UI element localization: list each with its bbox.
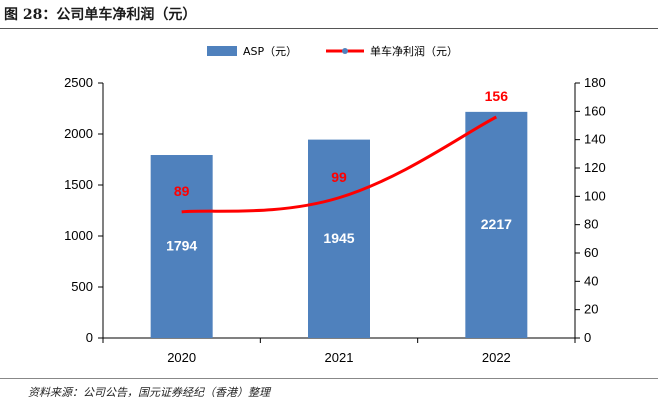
line-value-label: 156 xyxy=(485,88,509,104)
data-labels: 1794 1945 2217 89 99 156 xyxy=(166,88,512,254)
figure-title: 图 28：公司单车净利润（元） xyxy=(4,7,197,23)
y-left-tick-label: 0 xyxy=(86,330,93,345)
title-divider xyxy=(0,28,658,29)
y-right-tick-label: 120 xyxy=(584,160,606,175)
y-right-tick-label: 100 xyxy=(584,188,606,203)
legend-line-label: 单车净利润（元） xyxy=(370,44,458,58)
legend-bar-swatch xyxy=(207,46,237,56)
y-right-tick-label: 140 xyxy=(584,132,606,147)
legend-bar-label: ASP（元） xyxy=(243,45,297,58)
x-tick-label: 2022 xyxy=(482,350,511,365)
y-right-tick-label: 80 xyxy=(584,217,598,232)
x-tick-label: 2021 xyxy=(325,350,354,365)
y-left-tick-label: 1500 xyxy=(64,177,93,192)
y-left-tick-label: 2000 xyxy=(64,126,93,141)
y-right-tick-label: 0 xyxy=(584,330,591,345)
axes: 0 500 1000 1500 2000 2500 0 20 40 60 80 100 120 140 16… xyxy=(64,75,606,365)
y-right-tick-label: 40 xyxy=(584,273,598,288)
legend: ASP（元） 单车净利润（元） xyxy=(207,44,458,58)
bar xyxy=(465,111,528,338)
line-value-label: 99 xyxy=(331,169,347,185)
bar-value-label: 2217 xyxy=(481,216,512,232)
y-left-tick-label: 1000 xyxy=(64,228,93,243)
source-note: 资料来源：公司公告，国元证券经纪（香港）整理 xyxy=(28,386,270,399)
source-divider xyxy=(0,378,658,379)
bar-value-label: 1945 xyxy=(323,230,354,246)
y-right-tick-label: 20 xyxy=(584,302,598,317)
line-series xyxy=(181,115,498,214)
legend-line-marker xyxy=(342,48,348,54)
y-left-tick-label: 2500 xyxy=(64,75,93,90)
bar xyxy=(150,155,213,338)
x-tick-label: 2020 xyxy=(167,350,196,365)
bar-value-label: 1794 xyxy=(166,238,197,254)
combo-chart: ASP（元） 单车净利润（元） 0 500 1000 1500 2000 2500 0 20 40… xyxy=(64,44,606,365)
net-profit-line xyxy=(181,115,498,214)
y-left-tick-label: 500 xyxy=(71,279,93,294)
y-right-tick-label: 60 xyxy=(584,245,598,260)
y-right-tick-label: 160 xyxy=(584,103,606,118)
bars xyxy=(150,111,528,338)
y-right-tick-label: 180 xyxy=(584,75,606,90)
line-value-label: 89 xyxy=(174,183,190,199)
bar xyxy=(308,139,370,338)
